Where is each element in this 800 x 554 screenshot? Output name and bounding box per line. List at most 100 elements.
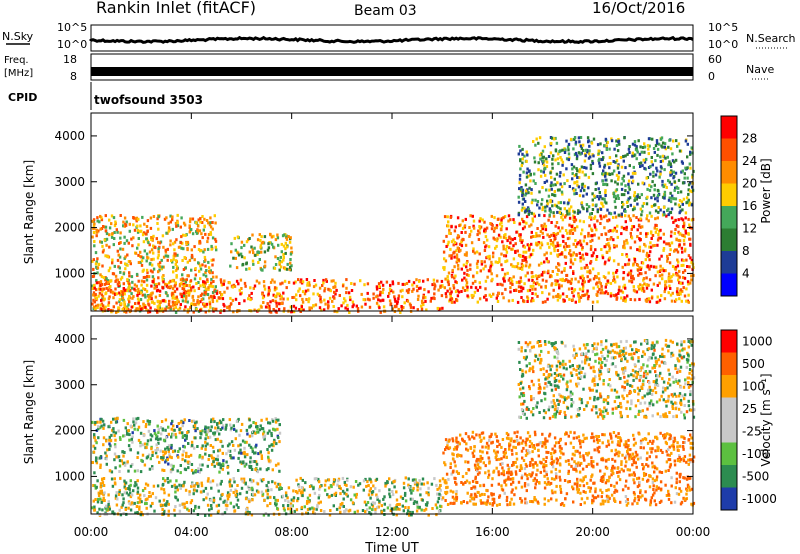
range-cell xyxy=(237,282,240,286)
range-cell xyxy=(215,307,218,311)
range-cell xyxy=(191,295,194,299)
range-cell xyxy=(320,484,323,488)
range-cell xyxy=(93,240,96,243)
range-cell xyxy=(327,287,330,291)
colorbar-swatch xyxy=(721,138,737,161)
range-cell xyxy=(549,251,553,255)
range-cell xyxy=(438,479,442,483)
range-cell xyxy=(128,487,131,491)
range-cell xyxy=(401,288,404,292)
range-cell xyxy=(678,239,682,243)
range-cell xyxy=(266,305,269,309)
range-cell xyxy=(112,305,115,309)
range-cell xyxy=(511,283,514,286)
range-cell xyxy=(517,200,521,204)
range-cell xyxy=(352,303,355,307)
range-cell xyxy=(257,308,261,312)
range-cell xyxy=(210,244,213,248)
range-cell xyxy=(237,444,240,448)
range-cell xyxy=(277,243,280,247)
range-cell xyxy=(412,486,415,490)
range-cell xyxy=(689,181,692,185)
range-cell xyxy=(136,230,140,234)
range-cell xyxy=(637,182,640,186)
range-cell xyxy=(232,456,235,460)
range-cell xyxy=(99,214,102,218)
range-cell xyxy=(674,218,677,222)
range-cell xyxy=(587,451,591,455)
range-cell xyxy=(254,253,257,257)
range-cell xyxy=(456,236,459,240)
range-cell xyxy=(110,222,113,226)
range-cell xyxy=(134,421,138,425)
range-cell xyxy=(127,287,130,291)
range-cell xyxy=(326,493,329,497)
range-cell xyxy=(571,172,574,176)
range-cell xyxy=(484,294,487,298)
range-cell xyxy=(628,187,631,191)
range-cell xyxy=(670,241,674,245)
range-cell xyxy=(673,299,677,303)
range-cell xyxy=(252,421,255,424)
range-cell xyxy=(563,182,566,186)
range-cell xyxy=(268,304,271,308)
range-cell xyxy=(173,513,177,517)
range-cell xyxy=(137,287,140,291)
range-cell xyxy=(134,217,138,221)
range-cell xyxy=(199,430,202,434)
range-cell xyxy=(586,136,590,140)
range-cell xyxy=(100,424,103,428)
range-cell xyxy=(141,443,144,447)
range-cell xyxy=(445,295,448,299)
range-cell xyxy=(581,282,584,286)
range-cell xyxy=(209,232,213,236)
range-cell xyxy=(598,280,601,284)
range-cell xyxy=(448,228,451,232)
range-cell xyxy=(497,217,500,221)
range-cell xyxy=(602,156,605,160)
range-cell xyxy=(118,464,122,468)
range-cell xyxy=(292,499,295,503)
range-cell xyxy=(649,231,653,235)
range-cell xyxy=(145,232,148,236)
range-cell xyxy=(536,227,539,230)
range-cell xyxy=(179,420,183,424)
range-cell xyxy=(159,426,163,429)
range-cell xyxy=(446,289,449,293)
range-cell xyxy=(639,165,642,168)
range-cell xyxy=(606,219,609,223)
range-cell xyxy=(670,501,673,505)
range-cell xyxy=(404,491,407,495)
range-cell xyxy=(603,262,607,266)
range-cell xyxy=(212,258,215,262)
range-cell xyxy=(176,213,179,217)
range-cell xyxy=(128,260,132,264)
range-cell xyxy=(354,480,358,483)
range-cell xyxy=(528,265,531,269)
range-cell xyxy=(299,280,302,284)
cpid-label: CPID xyxy=(8,91,37,104)
range-cell xyxy=(114,431,118,435)
range-cell xyxy=(668,180,671,184)
range-cell xyxy=(253,284,257,288)
range-cell xyxy=(591,208,595,211)
range-cell xyxy=(149,433,152,437)
range-cell xyxy=(665,186,668,189)
range-cell xyxy=(541,162,545,165)
range-cell xyxy=(156,288,160,292)
range-cell xyxy=(137,279,140,283)
range-cell xyxy=(112,427,115,431)
range-cell xyxy=(211,285,215,289)
range-cell xyxy=(230,242,233,246)
range-cell xyxy=(568,210,571,214)
range-cell xyxy=(104,254,107,258)
range-cell xyxy=(211,291,215,294)
range-cell xyxy=(624,299,627,303)
range-cell xyxy=(407,506,410,510)
range-cell xyxy=(569,253,572,257)
range-cell xyxy=(171,432,174,436)
range-cell xyxy=(177,422,180,425)
range-cell xyxy=(679,232,682,236)
range-cell xyxy=(92,499,95,503)
range-cell xyxy=(473,290,477,294)
